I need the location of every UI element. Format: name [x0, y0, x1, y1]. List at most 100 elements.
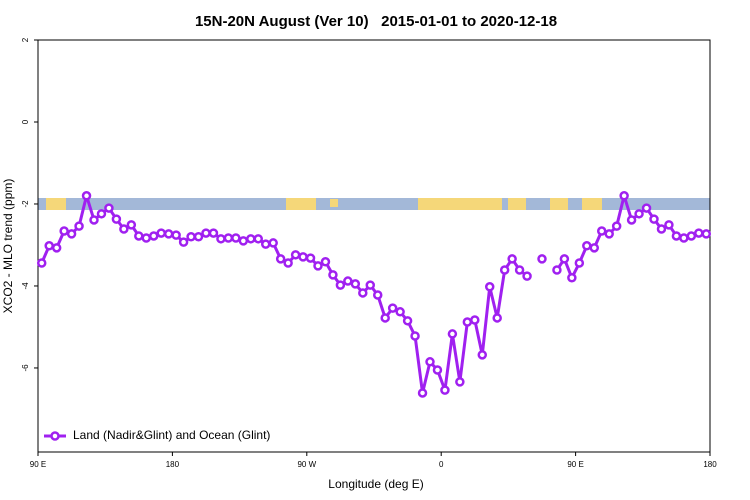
y-tick-label: 0: [21, 119, 30, 124]
data-point: [89, 215, 99, 225]
data-point: [313, 261, 323, 271]
data-point: [664, 220, 674, 230]
data-point: [335, 280, 346, 290]
plot-frame: [37, 39, 711, 453]
data-point: [417, 388, 428, 398]
y-tick-label: -2: [21, 200, 30, 208]
data-point: [328, 270, 338, 280]
data-point: [507, 254, 517, 264]
data-point: [574, 258, 585, 268]
data-point: [178, 237, 189, 247]
data-point: [81, 191, 92, 201]
data-point: [171, 230, 181, 240]
x-tick-label: 90 W: [297, 460, 316, 469]
data-point: [499, 265, 510, 275]
data-point: [193, 232, 204, 242]
y-axis-label: XCO2 - MLO trend (ppm): [1, 179, 15, 314]
data-point: [268, 238, 278, 248]
data-point: [320, 257, 331, 267]
legend-label: Land (Nadir&Glint) and Ocean (Glint): [73, 428, 270, 442]
x-tick-label: 180: [166, 460, 180, 469]
x-tick-label: 0: [439, 460, 444, 469]
data-point: [305, 253, 316, 263]
data-point: [596, 226, 607, 236]
data-point: [514, 265, 525, 275]
data-point: [298, 252, 308, 262]
data-point: [59, 226, 69, 236]
x-axis-label: Longitude (deg E): [328, 477, 423, 491]
data-point: [201, 228, 211, 238]
data-point: [395, 307, 405, 317]
data-point: [559, 254, 570, 264]
data-point: [440, 385, 450, 395]
data-point: [66, 229, 77, 239]
data-point: [186, 232, 196, 242]
data-point: [447, 329, 458, 339]
data-point: [611, 221, 622, 231]
data-point: [216, 234, 226, 244]
data-point: [238, 236, 249, 246]
data-point: [619, 191, 629, 201]
data-point: [432, 365, 443, 375]
data-point: [641, 203, 652, 213]
data-point: [455, 377, 465, 387]
data-point: [275, 254, 286, 264]
data-point: [343, 276, 353, 286]
data-point: [537, 254, 547, 264]
y-tick-label: -4: [21, 282, 30, 290]
data-point: [365, 280, 376, 290]
data-point: [470, 315, 480, 325]
x-tick-label: 90 E: [30, 460, 46, 469]
data-point: [283, 258, 293, 268]
data-point: [604, 229, 614, 239]
data-point: [492, 313, 502, 323]
data-point: [141, 233, 152, 243]
data-point: [582, 241, 592, 251]
x-tick-label: 180: [703, 460, 717, 469]
data-point: [679, 233, 689, 243]
data-point: [156, 228, 166, 238]
data-point: [231, 233, 241, 243]
y-tick-label: 2: [21, 37, 30, 42]
data-point: [119, 224, 129, 234]
data-point: [649, 214, 659, 224]
data-point: [44, 241, 54, 251]
data-point: [126, 220, 137, 230]
data-point: [260, 239, 271, 249]
data-point: [671, 231, 682, 241]
data-point: [208, 228, 219, 238]
data-point: [387, 303, 398, 313]
data-point: [163, 229, 174, 239]
data-point: [402, 316, 413, 326]
data-point: [350, 279, 361, 289]
data-point: [36, 258, 47, 268]
data-point: [477, 350, 488, 360]
data-point: [148, 231, 159, 241]
data-point: [104, 203, 114, 213]
chart-title: 15N-20N August (Ver 10) 2015-01-01 to 20…: [195, 13, 557, 30]
data-point: [96, 209, 107, 219]
legend-marker: [50, 431, 60, 441]
data-point: [253, 234, 264, 244]
data-point: [589, 243, 600, 253]
data-point: [686, 231, 697, 241]
data-point: [358, 288, 368, 298]
data-point: [51, 243, 62, 253]
data-point: [410, 331, 420, 341]
data-point: [223, 233, 234, 243]
data-point: [425, 357, 435, 367]
data-point: [701, 229, 712, 239]
land-ocean-strip: [38, 198, 710, 210]
data-point: [522, 271, 532, 281]
data-point: [462, 317, 473, 327]
data-point: [552, 265, 562, 275]
data-point: [380, 313, 390, 323]
data-point: [74, 221, 84, 231]
data-point: [134, 231, 144, 241]
data-point: [246, 234, 256, 244]
data-point: [626, 215, 637, 225]
data-point: [372, 290, 383, 300]
x-tick-label: 90 E: [567, 460, 583, 469]
data-point: [634, 209, 644, 219]
